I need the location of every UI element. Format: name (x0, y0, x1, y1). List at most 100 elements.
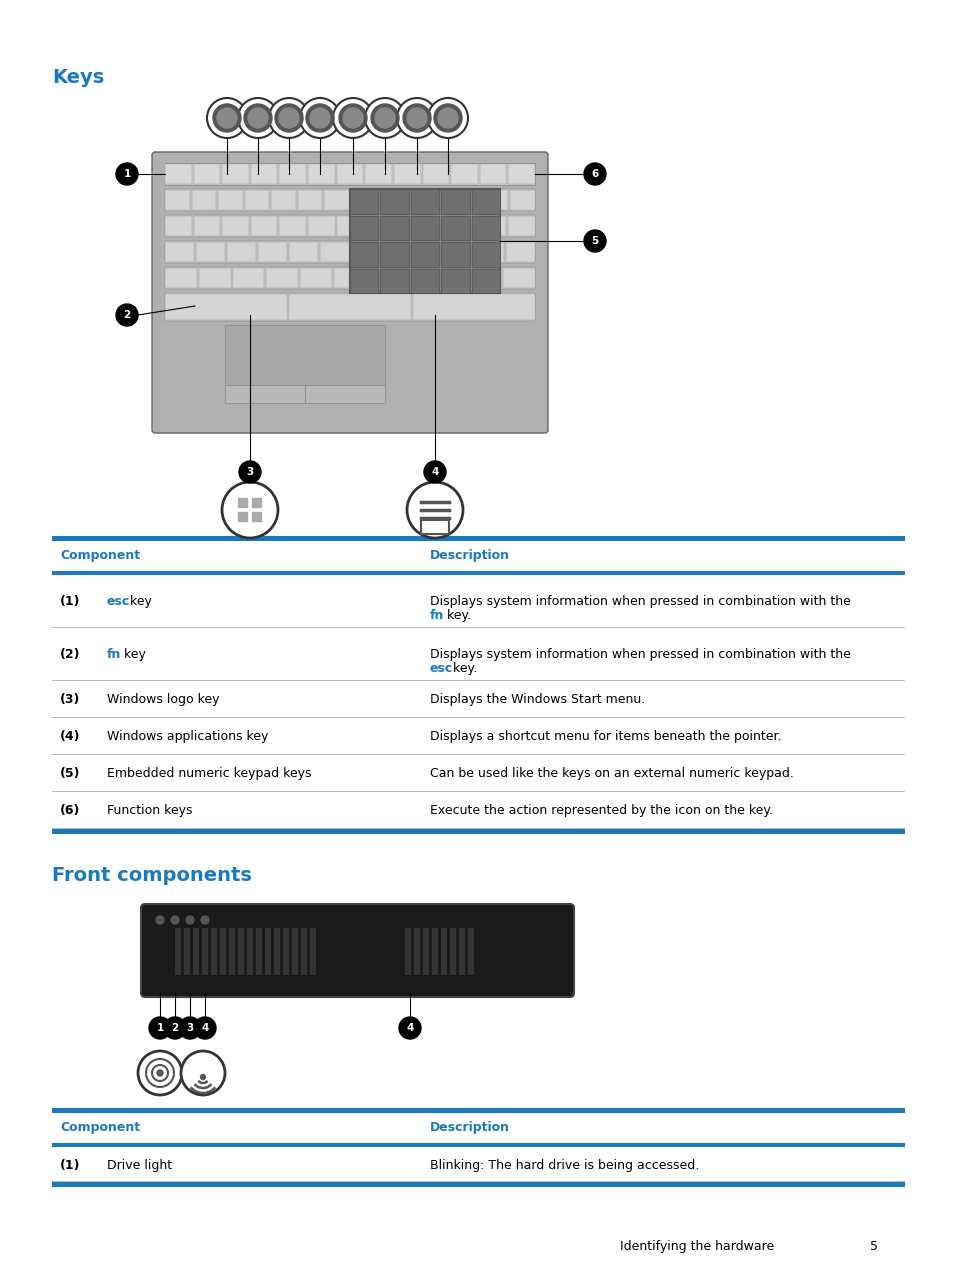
Bar (471, 216, 499, 240)
Text: esc: esc (107, 596, 131, 608)
Circle shape (437, 108, 457, 128)
Bar (380, 189, 409, 213)
Bar (52, 1182, 904, 1187)
Text: 1: 1 (156, 1024, 164, 1033)
Circle shape (207, 98, 247, 138)
Bar (195, 243, 225, 262)
Text: key.: key. (442, 610, 471, 622)
Circle shape (365, 98, 405, 138)
Bar (289, 243, 317, 262)
Bar (174, 928, 181, 975)
Bar (218, 190, 242, 210)
Bar (351, 190, 375, 210)
Bar (380, 243, 409, 267)
Bar (336, 164, 363, 184)
Bar (451, 216, 477, 236)
Text: Execute the action represented by the icon on the key.: Execute the action represented by the ic… (430, 804, 772, 817)
Bar (450, 928, 456, 975)
Bar (443, 243, 473, 262)
Text: (1): (1) (60, 596, 80, 608)
Bar (251, 216, 277, 236)
Text: Embedded numeric keypad keys: Embedded numeric keypad keys (107, 767, 312, 780)
Bar (422, 164, 449, 184)
Text: (4): (4) (60, 730, 80, 743)
Bar (411, 268, 438, 293)
Bar (308, 164, 335, 184)
Bar (52, 536, 904, 541)
Bar (279, 216, 306, 236)
Text: Displays system information when pressed in combination with the: Displays system information when pressed… (430, 596, 850, 608)
Text: (6): (6) (60, 804, 80, 817)
Bar (469, 268, 500, 288)
Bar (411, 216, 438, 240)
Circle shape (333, 98, 373, 138)
Bar (252, 512, 263, 521)
Bar (381, 243, 411, 262)
Text: key: key (120, 648, 146, 660)
Bar (471, 189, 499, 213)
Bar (165, 215, 535, 237)
Bar (193, 216, 220, 236)
Text: 1: 1 (123, 169, 131, 179)
Circle shape (164, 1017, 186, 1039)
Bar (414, 928, 419, 975)
Bar (422, 928, 429, 975)
Circle shape (156, 916, 164, 925)
Text: Windows logo key: Windows logo key (107, 693, 219, 706)
Bar (420, 519, 449, 533)
Bar (257, 243, 287, 262)
Bar (222, 164, 249, 184)
Text: Front components: Front components (52, 866, 252, 885)
Text: (3): (3) (60, 693, 80, 706)
Circle shape (375, 108, 395, 128)
Bar (508, 216, 535, 236)
Bar (440, 243, 469, 267)
Bar (350, 243, 378, 267)
Bar (289, 293, 411, 320)
Bar (440, 268, 469, 293)
Bar (404, 190, 428, 210)
Bar (297, 190, 322, 210)
Circle shape (116, 163, 138, 185)
Bar (52, 1107, 904, 1113)
FancyBboxPatch shape (141, 904, 574, 997)
Bar (247, 928, 253, 975)
Bar (52, 1143, 904, 1147)
Text: Keys: Keys (52, 69, 104, 88)
Bar (165, 293, 535, 321)
Text: 4: 4 (201, 1024, 209, 1033)
Bar (502, 268, 535, 288)
Bar (184, 928, 190, 975)
Bar (334, 268, 366, 288)
Circle shape (239, 461, 261, 483)
Circle shape (181, 1052, 225, 1095)
Text: (5): (5) (60, 767, 80, 780)
Bar (266, 268, 298, 288)
Bar (265, 928, 271, 975)
Bar (193, 928, 199, 975)
Bar (237, 512, 247, 521)
Bar (411, 243, 438, 267)
Text: Component: Component (60, 1121, 140, 1134)
Bar (479, 216, 506, 236)
Circle shape (244, 104, 272, 132)
Bar (324, 190, 349, 210)
Bar (165, 267, 535, 290)
Circle shape (116, 304, 138, 326)
Text: Displays system information when pressed in combination with the: Displays system information when pressed… (430, 648, 850, 660)
Bar (505, 243, 535, 262)
Circle shape (216, 108, 236, 128)
Circle shape (423, 461, 446, 483)
Text: 4: 4 (406, 1024, 414, 1033)
Bar (456, 190, 481, 210)
Circle shape (237, 98, 277, 138)
Bar (251, 164, 277, 184)
Bar (165, 216, 192, 236)
Text: Displays a shortcut menu for items beneath the pointer.: Displays a shortcut menu for items benea… (430, 730, 781, 743)
Bar (336, 216, 363, 236)
FancyBboxPatch shape (152, 152, 547, 433)
Bar (225, 325, 385, 385)
Bar (350, 189, 499, 293)
Text: Identifying the hardware: Identifying the hardware (619, 1240, 774, 1253)
Bar (350, 189, 378, 213)
